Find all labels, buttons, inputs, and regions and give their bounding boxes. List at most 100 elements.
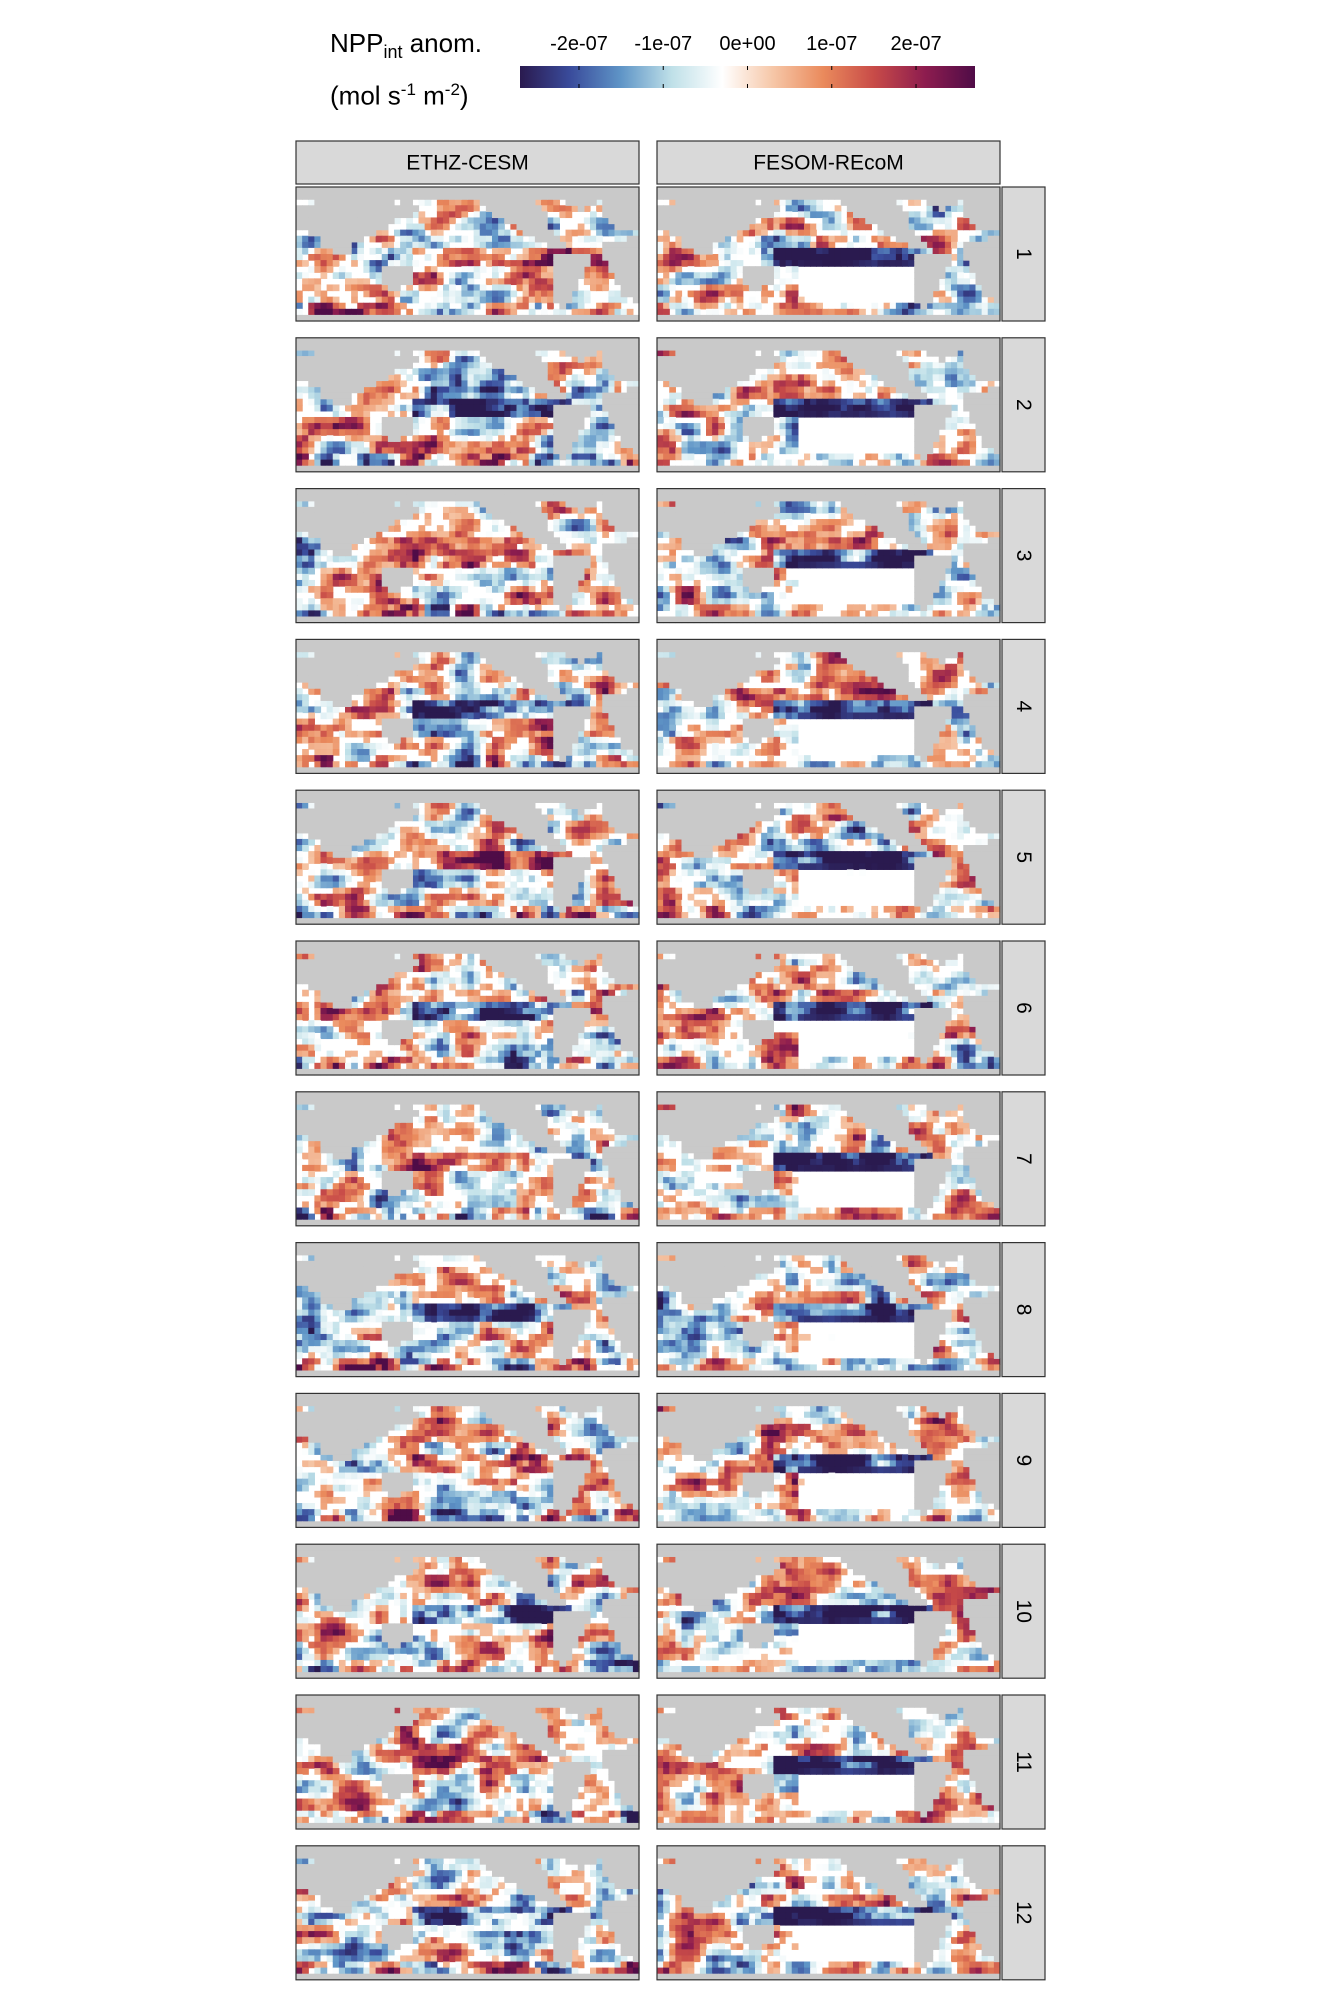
anomaly-cell <box>657 266 664 273</box>
land-cell <box>308 362 315 369</box>
land-cell <box>388 284 395 291</box>
anomaly-cell <box>933 236 940 243</box>
anomaly-cell <box>468 356 475 363</box>
land-cell <box>933 199 940 206</box>
land-cell <box>718 374 725 381</box>
anomaly-cell <box>455 531 462 538</box>
anomaly-cell <box>406 543 413 550</box>
land-cell <box>455 495 462 502</box>
anomaly-cell <box>688 248 695 255</box>
anomaly-cell <box>718 297 725 304</box>
land-cell <box>504 199 511 206</box>
anomaly-cell <box>590 592 597 599</box>
anomaly-cell <box>504 387 511 394</box>
anomaly-cell <box>675 447 682 454</box>
land-cell <box>357 368 364 375</box>
anomaly-cell <box>333 556 340 563</box>
land-cell <box>388 272 395 279</box>
anomaly-cell <box>682 303 689 310</box>
anomaly-cell <box>920 211 927 218</box>
anomaly-cell <box>394 543 401 550</box>
anomaly-cell <box>859 380 866 387</box>
land-cell <box>296 368 303 375</box>
land-cell <box>896 387 903 394</box>
anomaly-cell <box>773 399 780 406</box>
anomaly-cell <box>327 610 334 617</box>
land-cell <box>492 495 499 502</box>
land-cell <box>945 411 952 418</box>
anomaly-cell <box>339 556 346 563</box>
land-cell <box>718 230 725 237</box>
land-cell <box>314 187 321 194</box>
land-cell <box>370 495 377 502</box>
anomaly-cell <box>547 278 554 285</box>
anomaly-cell <box>431 592 438 599</box>
anomaly-cell <box>443 604 450 611</box>
land-cell <box>853 338 860 345</box>
land-cell <box>302 187 309 194</box>
anomaly-cell <box>627 309 634 316</box>
anomaly-cell <box>724 393 731 400</box>
anomaly-cell <box>810 405 817 412</box>
land-cell <box>988 242 995 249</box>
anomaly-cell <box>425 199 432 206</box>
anomaly-cell <box>302 435 309 442</box>
anomaly-cell <box>400 543 407 550</box>
land-cell <box>859 199 866 206</box>
anomaly-cell <box>590 447 597 454</box>
land-cell <box>529 350 536 357</box>
anomaly-cell <box>388 441 395 448</box>
land-cell <box>321 387 328 394</box>
land-cell <box>327 393 334 400</box>
anomaly-cell <box>541 417 548 424</box>
land-cell <box>712 193 719 200</box>
anomaly-cell <box>455 513 462 520</box>
anomaly-cell <box>584 543 591 550</box>
land-cell <box>933 411 940 418</box>
row-strip-label: 10 <box>1012 1600 1035 1623</box>
land-cell <box>731 338 738 345</box>
anomaly-cell <box>988 230 995 237</box>
anomaly-cell <box>804 211 811 218</box>
anomaly-cell <box>351 405 358 412</box>
land-cell <box>933 405 940 412</box>
land-cell <box>718 187 725 194</box>
anomaly-cell <box>321 447 328 454</box>
anomaly-cell <box>296 537 303 544</box>
land-cell <box>333 393 340 400</box>
anomaly-cell <box>737 236 744 243</box>
anomaly-cell <box>859 224 866 231</box>
anomaly-cell <box>314 297 321 304</box>
land-cell <box>590 489 597 496</box>
anomaly-cell <box>963 417 970 424</box>
land-cell <box>853 350 860 357</box>
anomaly-cell <box>314 291 321 298</box>
anomaly-cell <box>584 393 591 400</box>
anomaly-cell <box>302 543 309 550</box>
anomaly-cell <box>816 242 823 249</box>
anomaly-cell <box>963 429 970 436</box>
anomaly-cell <box>988 447 995 454</box>
anomaly-cell <box>804 374 811 381</box>
land-cell <box>541 489 548 496</box>
anomaly-cell <box>412 513 419 520</box>
land-cell <box>523 193 530 200</box>
land-cell <box>363 224 370 231</box>
land-cell <box>296 344 303 351</box>
anomaly-cell <box>486 303 493 310</box>
anomaly-cell <box>461 604 468 611</box>
colorbar-tick-label: 1e-07 <box>806 33 857 55</box>
anomaly-cell <box>724 460 731 467</box>
anomaly-cell <box>498 393 505 400</box>
anomaly-cell <box>443 417 450 424</box>
anomaly-cell <box>492 260 499 267</box>
anomaly-cell <box>724 248 731 255</box>
anomaly-cell <box>486 254 493 261</box>
anomaly-cell <box>810 260 817 267</box>
land-cell <box>602 211 609 218</box>
land-cell <box>749 272 756 279</box>
anomaly-cell <box>792 217 799 224</box>
land-cell <box>566 272 573 279</box>
land-cell <box>572 187 579 194</box>
land-cell <box>547 236 554 243</box>
